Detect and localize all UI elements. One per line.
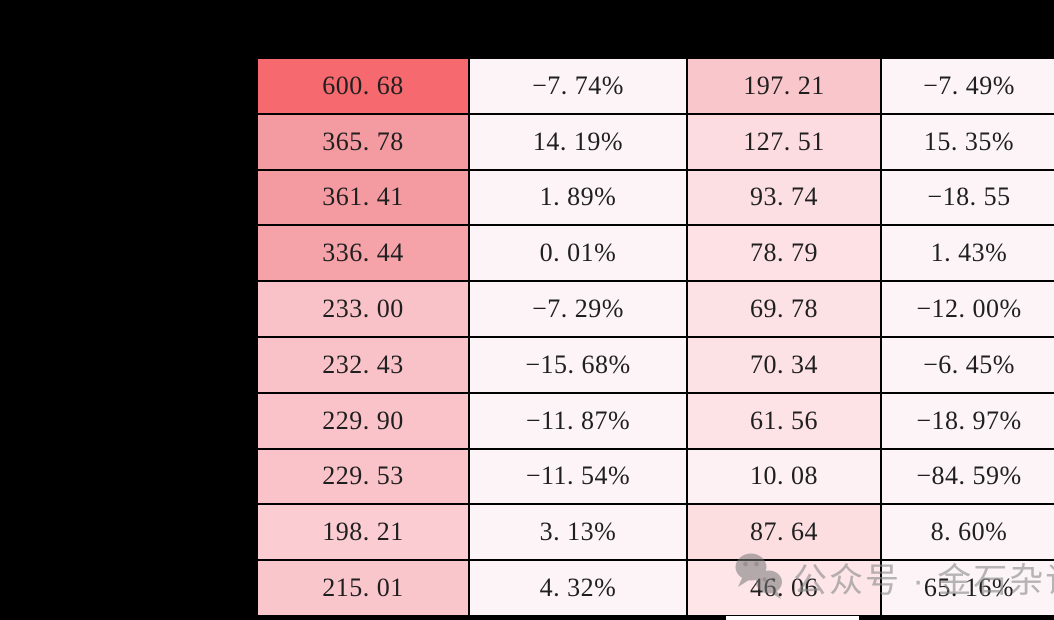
percent-cell-right: −7. 49% bbox=[880, 57, 1054, 115]
value-cell-left: 229. 53 bbox=[256, 447, 470, 506]
value-cell-right: 93. 74 bbox=[686, 168, 882, 227]
value-cell-left: 233. 00 bbox=[256, 280, 470, 338]
value-cell-left: 336. 44 bbox=[256, 224, 470, 283]
percent-cell-left: −15. 68% bbox=[468, 335, 688, 394]
value-cell-left: 361. 41 bbox=[256, 168, 470, 227]
percent-cell-right: −84. 59% bbox=[880, 447, 1054, 506]
percent-cell-right: 65. 16% bbox=[880, 559, 1054, 617]
value-cell-left: 232. 43 bbox=[256, 335, 470, 394]
percent-cell-left: 3. 13% bbox=[468, 503, 688, 562]
percent-cell-left: −7. 29% bbox=[468, 280, 688, 338]
percent-cell-right: −18. 55 bbox=[880, 168, 1054, 227]
percent-cell-left: 1. 89% bbox=[468, 168, 688, 227]
value-cell-left: 600. 68 bbox=[256, 57, 470, 115]
value-cell-right: 10. 08 bbox=[686, 447, 882, 506]
value-cell-right: 127. 51 bbox=[686, 112, 882, 171]
bottom-edge-gap bbox=[726, 616, 859, 620]
data-table: 600. 68 −7. 74% 197. 21 −7. 49% 365. 78 … bbox=[256, 57, 1054, 617]
table-row: 336. 44 0. 01% 78. 79 1. 43% bbox=[256, 224, 1054, 283]
table-row: 198. 21 3. 13% 87. 64 8. 60% bbox=[256, 503, 1054, 562]
table-row: 600. 68 −7. 74% 197. 21 −7. 49% bbox=[256, 57, 1054, 115]
table-row: 232. 43 −15. 68% 70. 34 −6. 45% bbox=[256, 335, 1054, 394]
value-cell-right: 69. 78 bbox=[686, 280, 882, 338]
value-cell-left: 215. 01 bbox=[256, 559, 470, 617]
value-cell-left: 229. 90 bbox=[256, 391, 470, 450]
table-row: 215. 01 4. 32% 46. 06 65. 16% bbox=[256, 559, 1054, 617]
value-cell-left: 198. 21 bbox=[256, 503, 470, 562]
value-cell-right: 70. 34 bbox=[686, 335, 882, 394]
value-cell-right: 61. 56 bbox=[686, 391, 882, 450]
percent-cell-left: 4. 32% bbox=[468, 559, 688, 617]
percent-cell-right: −12. 00% bbox=[880, 280, 1054, 338]
percent-cell-right: −6. 45% bbox=[880, 335, 1054, 394]
table-row: 365. 78 14. 19% 127. 51 15. 35% bbox=[256, 112, 1054, 171]
percent-cell-left: −11. 87% bbox=[468, 391, 688, 450]
percent-cell-left: −11. 54% bbox=[468, 447, 688, 506]
percent-cell-right: 1. 43% bbox=[880, 224, 1054, 283]
percent-cell-left: −7. 74% bbox=[468, 57, 688, 115]
value-cell-right: 78. 79 bbox=[686, 224, 882, 283]
value-cell-right: 46. 06 bbox=[686, 559, 882, 617]
table-row: 233. 00 −7. 29% 69. 78 −12. 00% bbox=[256, 280, 1054, 338]
table-body: 600. 68 −7. 74% 197. 21 −7. 49% 365. 78 … bbox=[256, 57, 1054, 617]
percent-cell-left: 0. 01% bbox=[468, 224, 688, 283]
table-row: 229. 53 −11. 54% 10. 08 −84. 59% bbox=[256, 447, 1054, 506]
value-cell-right: 197. 21 bbox=[686, 57, 882, 115]
percent-cell-right: 8. 60% bbox=[880, 503, 1054, 562]
value-cell-right: 87. 64 bbox=[686, 503, 882, 562]
table-row: 229. 90 −11. 87% 61. 56 −18. 97% bbox=[256, 391, 1054, 450]
percent-cell-right: 15. 35% bbox=[880, 112, 1054, 171]
percent-cell-right: −18. 97% bbox=[880, 391, 1054, 450]
value-cell-left: 365. 78 bbox=[256, 112, 470, 171]
table-row: 361. 41 1. 89% 93. 74 −18. 55 bbox=[256, 168, 1054, 227]
percent-cell-left: 14. 19% bbox=[468, 112, 688, 171]
